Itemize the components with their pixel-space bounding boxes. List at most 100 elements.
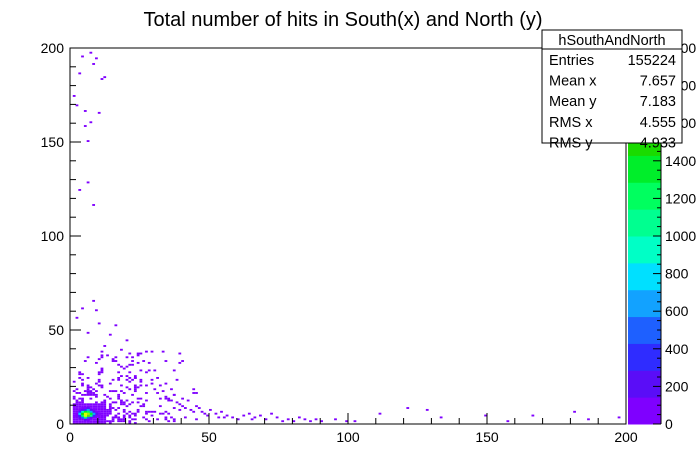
histogram-bin <box>117 407 121 409</box>
histogram-bin <box>78 422 82 424</box>
histogram-bin <box>78 189 82 191</box>
histogram-bin <box>95 416 98 419</box>
histogram-bin <box>81 378 84 381</box>
x-tick-label: 50 <box>201 429 217 445</box>
histogram-bin <box>181 405 184 408</box>
stats-box-value: 7.657 <box>640 74 676 90</box>
histogram-bin <box>122 367 126 370</box>
histogram-bin <box>150 382 154 385</box>
histogram-bin <box>95 407 98 409</box>
y-tick-label: 200 <box>41 40 65 56</box>
histogram-bin <box>170 416 173 419</box>
histogram-bin <box>89 422 93 424</box>
histogram-bin <box>106 354 109 357</box>
histogram-bin <box>83 390 87 393</box>
histogram-bin <box>100 350 104 353</box>
histogram-bin <box>353 420 357 423</box>
histogram-bin <box>72 390 76 393</box>
plot-background <box>70 48 626 424</box>
histogram-bin <box>181 397 184 400</box>
histogram-bin <box>100 408 104 411</box>
histogram-bin <box>83 422 87 424</box>
histogram-bin <box>164 382 168 385</box>
histogram-bin <box>192 388 196 391</box>
histogram-bin <box>92 403 96 406</box>
histogram-bin <box>81 399 84 402</box>
histogram-bin <box>117 395 121 398</box>
histogram-bin <box>250 418 254 421</box>
histogram-bin <box>97 358 101 361</box>
histogram-bin <box>253 416 257 419</box>
histogram-bin <box>92 422 96 424</box>
histogram-bin <box>86 407 90 410</box>
histogram-bin <box>89 393 93 396</box>
histogram-bin <box>617 416 621 419</box>
histogram-bin <box>108 410 112 413</box>
histogram-bin <box>220 410 223 413</box>
histogram-bin <box>136 401 140 404</box>
histogram-bin <box>75 104 79 107</box>
histogram-bin <box>86 393 90 396</box>
histogram-bin <box>89 405 93 408</box>
histogram-bin <box>150 350 154 353</box>
histogram-bin <box>108 390 112 393</box>
histogram-bin <box>117 363 121 366</box>
histogram-bin <box>81 408 85 412</box>
palette-swatch <box>628 236 661 264</box>
histogram-bin <box>81 55 84 58</box>
histogram-bin <box>72 420 76 423</box>
histogram-bin <box>139 397 143 400</box>
histogram-bin <box>86 377 90 379</box>
histogram-bin <box>172 407 176 409</box>
histogram-bin <box>106 410 109 413</box>
histogram-bin <box>114 360 118 362</box>
histogram-bin <box>92 416 96 419</box>
histogram-bin <box>147 410 151 413</box>
histogram-bin <box>97 380 101 383</box>
histogram-bin <box>86 405 90 408</box>
histogram-bin <box>122 414 126 417</box>
histogram-bin <box>117 377 121 379</box>
histogram-bin <box>100 356 104 359</box>
histogram-bin <box>72 408 76 411</box>
histogram-bin <box>108 333 112 336</box>
histogram-bin <box>95 408 98 411</box>
palette-swatch <box>628 209 661 237</box>
histogram-bin <box>81 393 84 396</box>
histogram-bin <box>92 393 96 396</box>
histogram-bin <box>108 422 112 424</box>
histogram-bin <box>128 420 132 423</box>
histogram-bin <box>72 410 76 413</box>
histogram-bin <box>178 403 182 406</box>
histogram-bin <box>86 331 90 334</box>
histogram-bin <box>92 418 96 421</box>
histogram-bin <box>133 386 137 389</box>
histogram-bin <box>75 407 79 409</box>
histogram-bin <box>192 410 196 413</box>
histogram-bin <box>92 420 96 423</box>
histogram-bin <box>286 418 290 421</box>
histogram-bin <box>181 360 184 362</box>
histogram-bin <box>92 204 96 206</box>
stats-box-value: 155224 <box>628 53 676 69</box>
histogram-bin <box>75 392 79 394</box>
histogram-bin <box>114 416 118 419</box>
histogram-bin <box>183 407 187 409</box>
histogram-bin <box>117 393 121 396</box>
histogram-bin <box>133 414 137 417</box>
y-tick-label: 0 <box>56 416 64 432</box>
palette-swatch <box>628 343 661 371</box>
histogram-bin <box>89 414 93 417</box>
histogram-bin <box>103 405 107 408</box>
histogram-bin <box>133 388 137 391</box>
histogram-bin <box>531 414 535 417</box>
histogram-bin <box>72 403 76 406</box>
histogram-bin <box>95 361 98 364</box>
histogram-bin <box>100 354 104 357</box>
histogram-bin <box>114 408 118 411</box>
histogram-bin <box>133 384 137 387</box>
histogram-bin <box>86 414 90 417</box>
histogram-bin <box>139 384 143 387</box>
histogram-bin <box>78 371 82 374</box>
histogram-bin <box>125 412 129 415</box>
